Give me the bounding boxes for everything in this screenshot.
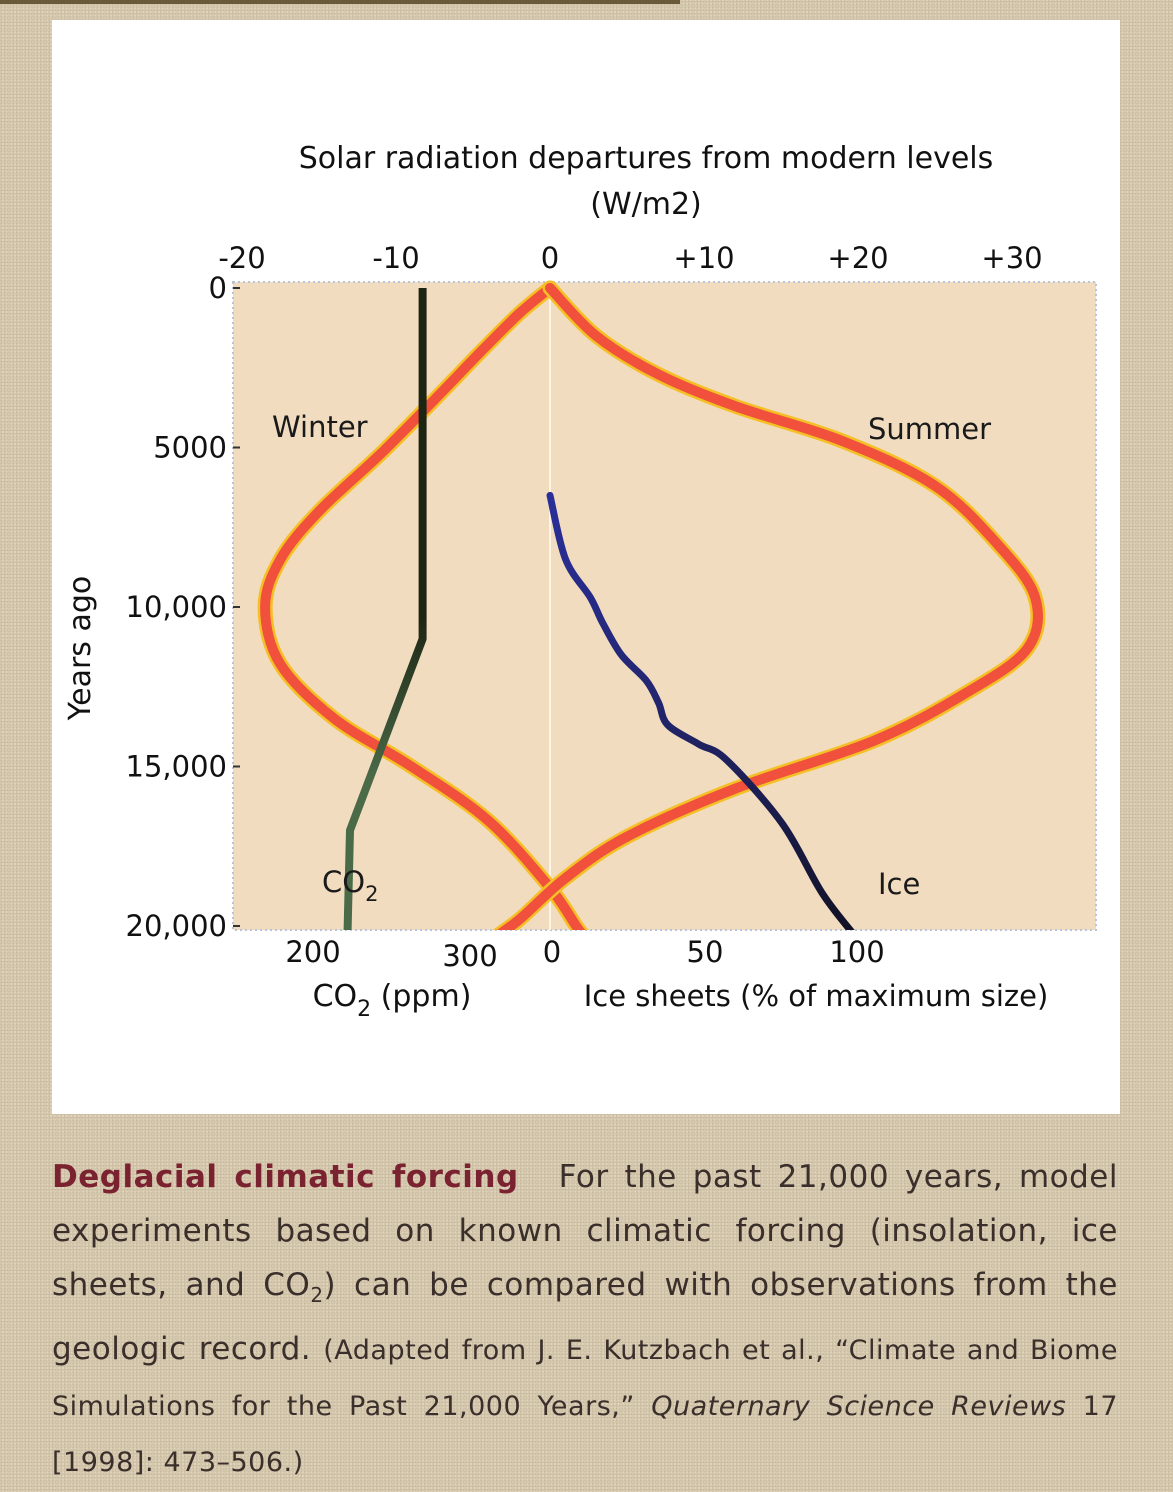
top-axis-ticks: -20 -10 0 +10 +20 +30	[218, 241, 1042, 275]
y-tick-label: 0	[209, 271, 227, 305]
co2-axis-label: CO2 (ppm)	[313, 979, 472, 1022]
top-tick-label: +30	[981, 241, 1042, 275]
y-tick-label: 20,000	[126, 909, 227, 943]
ice-label: Ice	[878, 867, 920, 901]
top-tick-label: -10	[372, 241, 419, 275]
caption-text-1: For the past 21,000 years, model experim…	[52, 1159, 1118, 1303]
chart-title-units: (W/m2)	[590, 187, 702, 222]
y-tick-label: 10,000	[126, 590, 227, 624]
chart-title: Solar radiation departures from modern l…	[299, 141, 994, 176]
caption-citation: (Adapted from J. E. Kutzbach et al., “Cl…	[52, 1335, 1119, 1423]
y-tick-label: 15,000	[126, 750, 227, 784]
caption-heading: Deglacial climatic forcing	[52, 1159, 519, 1195]
co2-label: CO2	[322, 865, 378, 906]
top-tick-label: 0	[541, 241, 559, 275]
ice-series-line	[546, 491, 855, 930]
summer-series-line	[496, 283, 1043, 930]
top-tick-label: +10	[673, 241, 734, 275]
y-axis-ticks: 0 5000 10,000 15,000 20,000	[126, 271, 240, 943]
co2-tick-label: 200	[285, 935, 340, 969]
chart: Solar radiation departures from modern l…	[63, 141, 1097, 1022]
ice-tick-label: 100	[829, 935, 884, 969]
top-tick-label: +20	[827, 241, 888, 275]
caption-citation-end: 17 [1998]: 473–506.)	[52, 1391, 1118, 1479]
ice-axis-label: Ice sheets (% of maximum size)	[584, 979, 1049, 1013]
winter-series-line	[260, 283, 586, 930]
series-layer	[257, 280, 1046, 930]
top-rule	[0, 0, 680, 4]
co2-series-line	[343, 288, 427, 930]
ice-tick-label: 0	[543, 935, 561, 969]
figure-caption: Deglacial climatic forcing For the past 2…	[52, 1150, 1118, 1490]
co2-tick-label: 300	[442, 939, 497, 973]
caption-text-2: ) can be compared with observations from…	[52, 1267, 1118, 1368]
bottom-axis-ticks: 200 300 0 50 100	[285, 935, 884, 973]
caption-journal: Quaternary Science Reviews	[651, 1391, 1067, 1423]
top-tick-label: -20	[218, 241, 265, 275]
series-group	[257, 280, 1046, 930]
winter-label: Winter	[272, 410, 368, 444]
caption-subscript: 2	[310, 1283, 324, 1308]
ice-tick-label: 50	[687, 935, 724, 969]
summer-label: Summer	[868, 412, 991, 446]
y-axis-label: Years ago	[63, 576, 98, 721]
y-tick-label: 5000	[153, 431, 227, 465]
